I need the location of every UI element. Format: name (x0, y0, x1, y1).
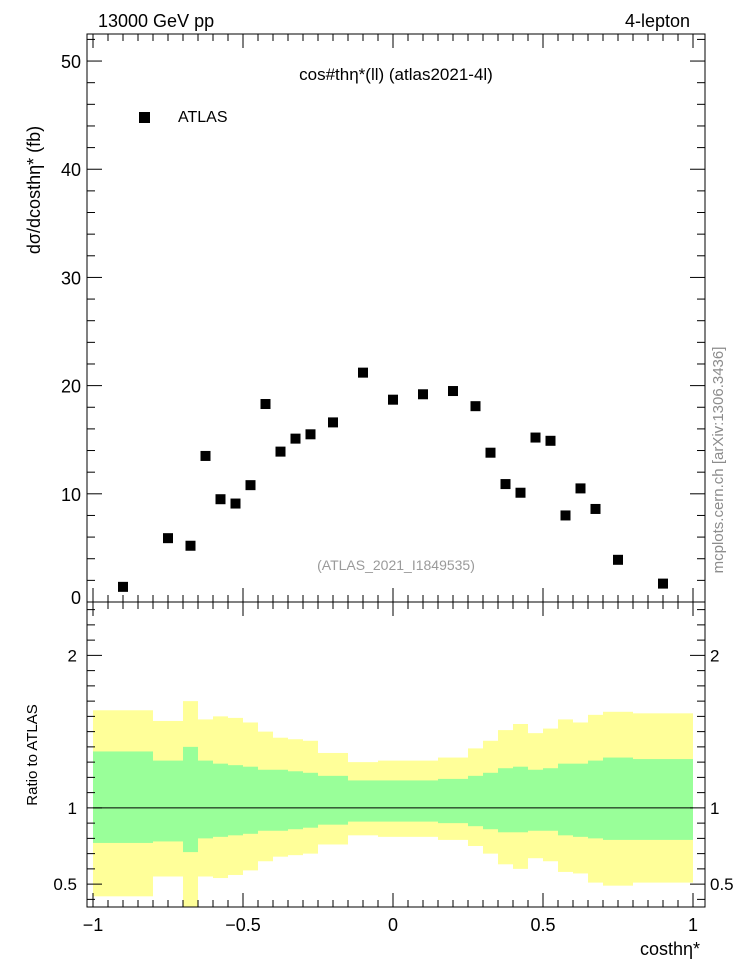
main-y-tick-label: 0 (71, 588, 81, 608)
main-y-axis-title: dσ/dcosthη* (fb) (24, 126, 44, 254)
inner-band-bin-23 (573, 763, 588, 837)
ratio-y-tick-label-right: 1 (710, 799, 719, 818)
data-point-5 (230, 498, 241, 509)
ratio-plot-frame (86, 601, 706, 908)
ratio-y-tick-label-right: 2 (710, 646, 719, 665)
inner-band-bin-24 (588, 760, 603, 839)
x-tick-label: 0 (388, 915, 398, 935)
main-plot-frame (86, 33, 706, 603)
data-point-17 (485, 447, 496, 458)
data-point-4 (215, 494, 226, 505)
data-point-11 (328, 417, 338, 428)
main-y-tick-label: 50 (61, 52, 81, 72)
inner-band-bin-11 (318, 775, 348, 825)
ratio-axis-ticks: −1 −0.5 0 0.5 1 0.5 0.5 1 1 2 2 (53, 602, 734, 935)
data-point-22 (560, 510, 571, 521)
ratio-chart: −1 −0.5 0 0.5 1 0.5 0.5 1 1 2 2 Ratio to ATLAS cos… (24, 601, 734, 959)
legend: ATLAS (139, 109, 228, 126)
data-point-26 (658, 578, 668, 589)
inner-band-bin-7 (258, 769, 273, 831)
inner-band-bin-16 (468, 775, 483, 827)
inner-band-bin-19 (513, 766, 528, 833)
x-tick-label: −1 (83, 915, 104, 935)
inner-band-bin-21 (543, 768, 558, 831)
inner-band-bin-14 (408, 780, 438, 822)
main-y-tick-label: 40 (61, 160, 81, 180)
data-point-3 (200, 450, 211, 461)
x-tick-label: −0.5 (225, 915, 261, 935)
inner-band-bin-22 (558, 763, 573, 836)
main-y-tick-label: 10 (61, 485, 81, 505)
uncertainty-bands (93, 701, 693, 907)
data-point-19 (515, 487, 526, 498)
ratio-y-tick-label-left: 1 (68, 799, 77, 818)
legend-label: ATLAS (178, 109, 228, 126)
inner-band-bin-9 (288, 771, 303, 830)
source-note: mcplots.cern.ch [arXiv:1306.3436] (710, 347, 727, 574)
energy-label: 13000 GeV pp (98, 11, 214, 31)
ratio-y-axis-title: Ratio to ATLAS (24, 704, 41, 805)
data-point-1 (163, 533, 173, 544)
data-point-14 (418, 389, 428, 400)
inner-band-bin-5 (228, 765, 243, 836)
data-point-10 (305, 429, 316, 440)
data-point-8 (275, 446, 286, 457)
data-point-21 (545, 435, 556, 446)
data-point-2 (185, 540, 196, 551)
data-point-20 (530, 432, 541, 443)
inner-band-bin-20 (528, 769, 543, 831)
main-y-tick-label: 30 (61, 268, 81, 288)
main-y-tick-label: 20 (61, 377, 81, 397)
ratio-y-tick-label-left: 0.5 (53, 875, 77, 894)
x-tick-label: 0.5 (530, 915, 555, 935)
inner-band-bin-26 (633, 759, 693, 840)
data-point-23 (575, 483, 586, 494)
data-point-15 (448, 386, 458, 397)
data-point-18 (500, 479, 511, 490)
legend-marker (139, 112, 150, 123)
data-point-24 (590, 503, 601, 514)
data-point-6 (245, 480, 256, 491)
inner-band-bin-2 (183, 746, 198, 853)
ratio-y-tick-label-left: 2 (68, 646, 77, 665)
x-tick-label: 1 (688, 915, 698, 935)
data-point-12 (358, 367, 368, 378)
chart-title: cos#thη*(ll) (atlas2021-4l) (299, 65, 493, 84)
x-axis-title: costhη* (640, 939, 700, 959)
data-point-9 (290, 433, 301, 444)
inner-band-bin-12 (348, 780, 378, 822)
inner-band-bin-0 (93, 751, 153, 843)
main-axis-ticks: 0 10 20 30 40 50 (61, 34, 705, 608)
analysis-annotation: (ATLAS_2021_I1849535) (317, 557, 475, 573)
data-point-25 (613, 554, 623, 565)
inner-band-bin-25 (603, 757, 633, 840)
data-point-7 (260, 399, 271, 410)
inner-band-bin-6 (243, 766, 258, 834)
inner-band-bin-1 (153, 760, 183, 842)
process-label: 4-lepton (625, 11, 690, 31)
inner-band-bin-3 (198, 760, 213, 839)
inner-band-bin-8 (273, 769, 288, 831)
inner-band-bin-18 (498, 768, 513, 833)
inner-band-bin-13 (378, 780, 408, 822)
inner-band-bin-15 (438, 778, 468, 824)
inner-band-bin-17 (483, 772, 498, 830)
inner-band-bin-10 (303, 772, 318, 828)
data-points (118, 367, 668, 592)
data-point-0 (118, 581, 128, 592)
inner-band-bin-4 (213, 763, 228, 837)
data-point-13 (388, 394, 398, 405)
ratio-y-tick-label-right: 0.5 (710, 875, 734, 894)
data-point-16 (470, 401, 481, 412)
